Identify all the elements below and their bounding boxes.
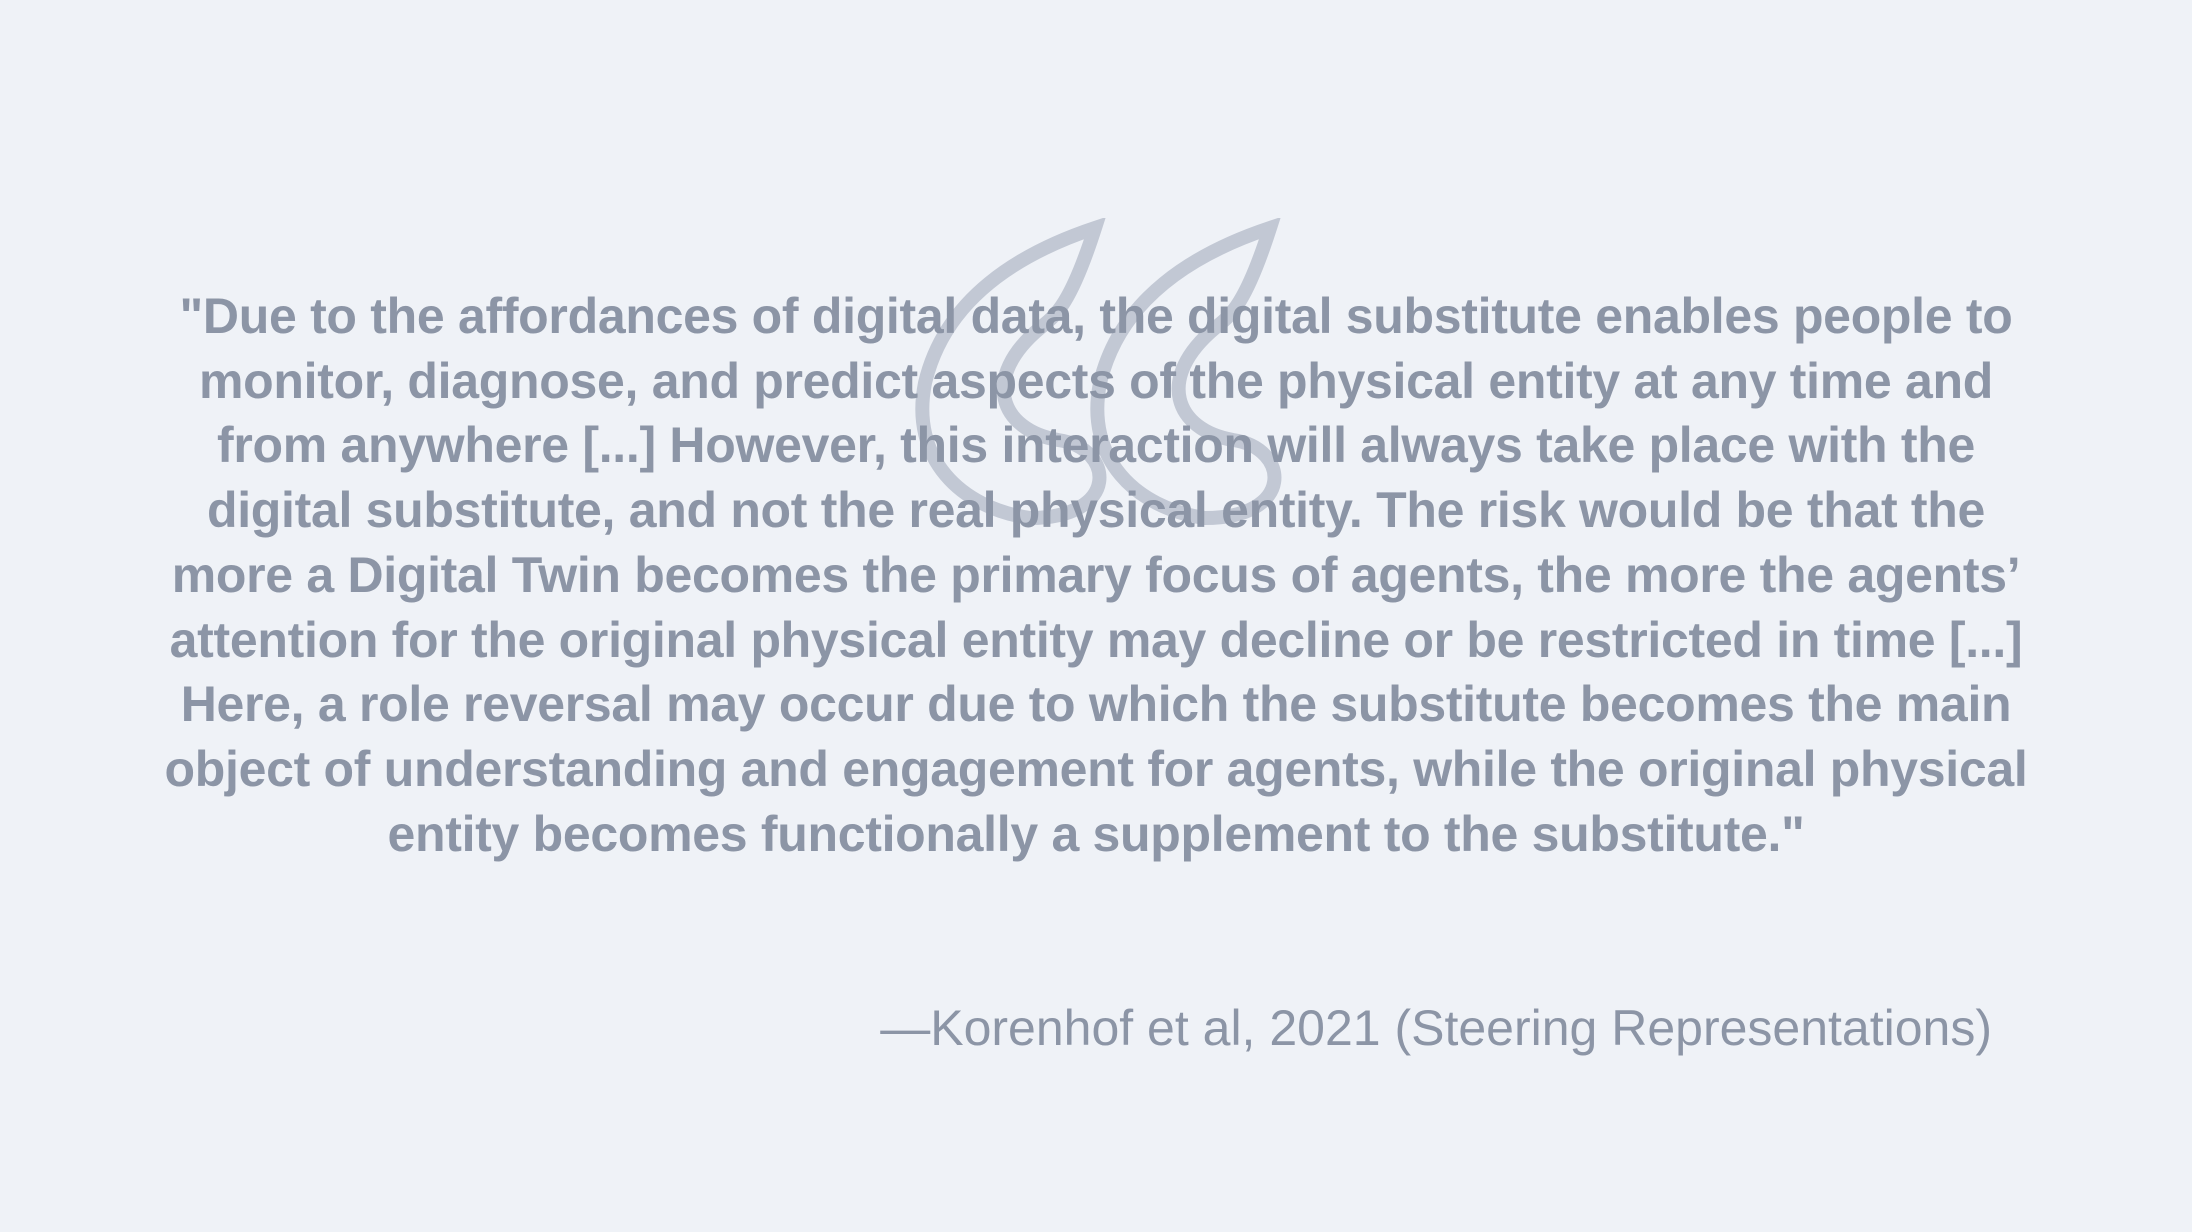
quote-mark-icon xyxy=(915,218,1282,526)
quote-attribution: —Korenhof et al, 2021 (Steering Represen… xyxy=(880,1000,1992,1056)
quote-text: "Due to the affordances of digital data,… xyxy=(164,288,2028,862)
